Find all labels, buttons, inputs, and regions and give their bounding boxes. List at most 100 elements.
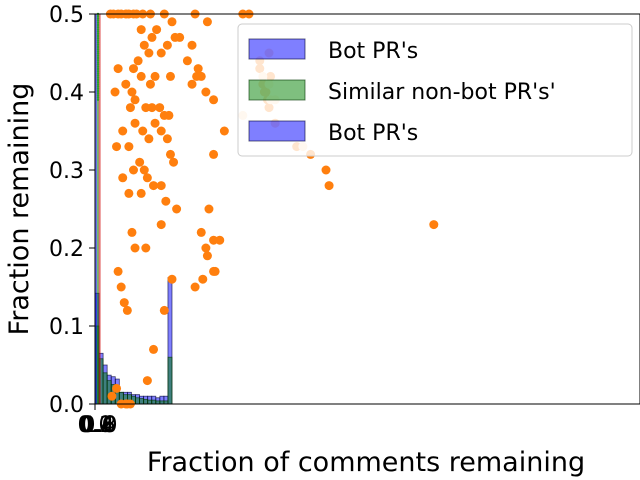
scatter-point bbox=[144, 134, 154, 144]
line-marker-point bbox=[96, 87, 100, 91]
scatter-point bbox=[135, 157, 145, 167]
scatter-point bbox=[202, 17, 212, 27]
y-axis: 0.0 0.1 0.2 0.3 0.4 0.5 Fraction remaini… bbox=[4, 3, 95, 418]
x-tick-label: 0.8 bbox=[82, 413, 117, 438]
line-marker-point bbox=[96, 63, 100, 66]
line-marker-point bbox=[96, 65, 100, 69]
scatter-point bbox=[165, 149, 175, 159]
scatter-point bbox=[182, 56, 192, 66]
legend-box bbox=[237, 23, 633, 157]
scatter-point bbox=[110, 87, 120, 97]
scatter-point bbox=[133, 56, 143, 66]
line-marker-point bbox=[96, 19, 100, 22]
histogram-spike-bar bbox=[98, 14, 101, 404]
scatter-point bbox=[130, 95, 140, 105]
scatter-point bbox=[167, 17, 177, 27]
line-marker-point bbox=[96, 98, 100, 102]
scatter-point bbox=[118, 173, 128, 183]
scatter-point bbox=[169, 157, 179, 167]
scatter-point bbox=[149, 344, 159, 354]
line-marker-point bbox=[96, 52, 100, 55]
plot-frame bbox=[94, 13, 640, 405]
line-marker-point bbox=[96, 67, 100, 71]
scatter-point bbox=[144, 48, 154, 58]
line-marker-point bbox=[96, 85, 100, 88]
scatter-point bbox=[156, 126, 166, 136]
scatter-point bbox=[156, 48, 166, 58]
scatter-point bbox=[138, 126, 148, 136]
line-marker-point bbox=[96, 92, 100, 95]
scatter-point bbox=[187, 79, 197, 89]
scatter-point bbox=[112, 383, 122, 393]
legend-swatch-bot bbox=[248, 38, 306, 60]
line-marker-point bbox=[96, 30, 100, 33]
scatter-point bbox=[170, 32, 180, 42]
y-axis-label: Fraction remaining bbox=[4, 83, 35, 336]
scatter-point bbox=[159, 305, 169, 315]
scatter-point bbox=[113, 64, 123, 74]
scatter-point bbox=[193, 64, 203, 74]
legend: Bot PR's Similar non-bot PR's' Bot PR's bbox=[237, 23, 633, 157]
scatter-point bbox=[118, 126, 128, 136]
scatter-point bbox=[121, 79, 131, 89]
y-tick-label: 0.4 bbox=[49, 81, 84, 106]
scatter-point bbox=[125, 103, 135, 113]
line-marker-point bbox=[96, 54, 100, 57]
scatter-point bbox=[150, 118, 160, 128]
scatter-point bbox=[119, 298, 129, 308]
line-marker-point bbox=[96, 34, 100, 38]
scatter-point bbox=[187, 40, 197, 50]
x-tick-label: 0.0 bbox=[78, 413, 113, 438]
similar-histogram-bar bbox=[139, 398, 145, 405]
scatter-point bbox=[190, 282, 200, 292]
scatter-point bbox=[141, 103, 151, 113]
x-axis: 0.0 0.2 0.4 0.6 0.8 1.0 Fraction of comm… bbox=[78, 404, 585, 478]
scatter-point bbox=[209, 95, 219, 105]
similar-histogram-bar bbox=[167, 356, 173, 405]
scatter-point bbox=[141, 243, 151, 253]
scatter-point bbox=[196, 227, 206, 237]
line-marker-point bbox=[96, 45, 100, 49]
y-tick-label: 0.2 bbox=[49, 237, 84, 262]
line-marker-point bbox=[96, 72, 100, 75]
line-marker-point bbox=[96, 74, 100, 77]
line-marker-point bbox=[96, 56, 100, 60]
x-tick-label: 0.6 bbox=[81, 413, 116, 438]
scatter-point bbox=[147, 32, 157, 42]
line-marker-point bbox=[96, 76, 100, 80]
x-tick-label: 1.0 bbox=[83, 413, 118, 438]
x-tick-label: 0.2 bbox=[79, 413, 114, 438]
scatter-point bbox=[122, 305, 132, 315]
scatter-point bbox=[204, 204, 214, 214]
legend-label-bot-2: Bot PR's bbox=[328, 121, 418, 146]
line-marker-point bbox=[96, 43, 100, 46]
scatter-point bbox=[127, 87, 137, 97]
line-marker-point bbox=[96, 39, 100, 42]
line-marker-point bbox=[96, 15, 100, 18]
x-tick-label: 0.4 bbox=[80, 413, 115, 438]
legend-swatch-bot-2 bbox=[248, 120, 306, 142]
histogram-bars bbox=[94, 14, 173, 405]
scatter-point bbox=[130, 118, 140, 128]
similar-histogram-bar bbox=[102, 372, 108, 405]
x-axis-label: Fraction of comments remaining bbox=[147, 447, 585, 478]
scatter-point bbox=[136, 188, 146, 198]
scatter-point bbox=[167, 274, 177, 284]
scatter-point bbox=[209, 266, 219, 276]
scatter-point bbox=[219, 126, 229, 136]
line-marker-point bbox=[96, 59, 100, 62]
line-marker-point bbox=[96, 78, 100, 82]
line-marker-point bbox=[96, 28, 100, 31]
line-marker-point bbox=[96, 89, 100, 93]
scatter-point bbox=[116, 282, 126, 292]
y-tick-label: 0.3 bbox=[49, 159, 84, 184]
line-marker-point bbox=[96, 23, 100, 27]
scatter-point bbox=[164, 110, 174, 120]
scatter-point bbox=[147, 103, 157, 113]
legend-label-bot: Bot PR's bbox=[328, 39, 418, 64]
line-marker-point bbox=[96, 94, 100, 97]
scatter-point bbox=[321, 165, 331, 175]
scatter-point-outlier bbox=[429, 220, 439, 230]
scatter-point bbox=[155, 103, 165, 113]
